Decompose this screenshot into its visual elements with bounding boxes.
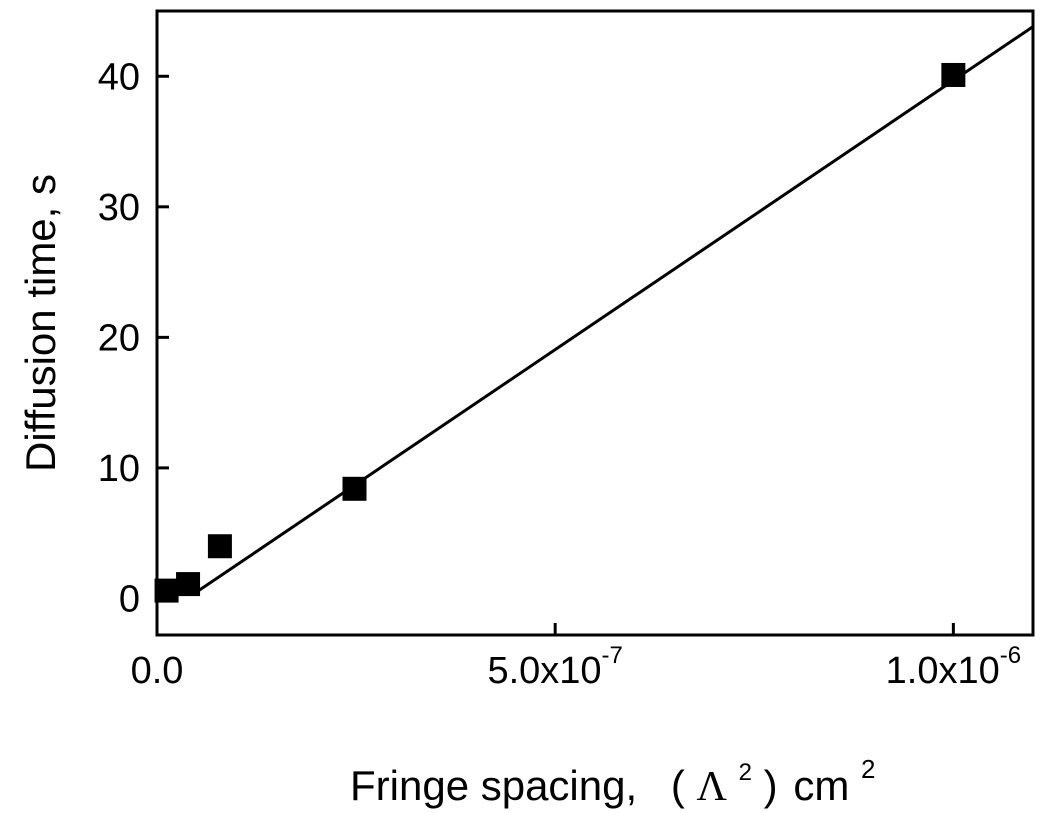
x-tick-label: 0.0 [131, 650, 184, 692]
y-tick-label: 10 [98, 448, 140, 490]
x-axis-title-unit: cm [793, 762, 849, 809]
x-axis-title-unit-sup: 2 [861, 754, 875, 784]
x-tick-base: 5.0x10 [487, 650, 601, 692]
y-tick-label: 30 [98, 187, 140, 229]
x-tick-exponent: -7 [602, 642, 623, 669]
plot-frame [155, 9, 1035, 637]
x-axis-title-prefix: Fringe spacing, [350, 762, 637, 809]
x-tick-label: 1.0x10-6 [886, 642, 1021, 692]
x-axis-title-symbol: Λ [697, 764, 728, 810]
x-axis-title-open-paren: ( [671, 762, 685, 809]
x-tick-base: 0.0 [131, 650, 184, 692]
data-point [154, 578, 179, 603]
y-ticks: 0 10 20 30 40 [98, 56, 169, 620]
x-axis-title-close-paren: ) [764, 762, 778, 809]
x-tick-label: 5.0x10-7 [487, 642, 622, 692]
x-axis-title-symbol-sup: 2 [739, 759, 752, 786]
data-point [941, 62, 966, 87]
x-ticks: 0.0 5.0x10-7 1.0x10-6 [131, 623, 1021, 692]
fit-line [191, 25, 1034, 596]
x-tick-exponent: -6 [1000, 642, 1021, 669]
data-point [207, 534, 232, 559]
y-tick-label: 20 [98, 317, 140, 359]
x-axis-title: Fringe spacing, ( Λ 2 ) cm 2 [350, 742, 875, 810]
x-tick-base: 1.0x10 [886, 650, 1000, 692]
data-point [176, 572, 201, 597]
data-point [342, 476, 367, 501]
y-tick-label: 0 [119, 578, 140, 620]
y-axis-title: Diffusion time, s [17, 174, 64, 472]
data-points-layer [154, 62, 966, 603]
fit-line-layer [191, 25, 1034, 596]
y-tick-label: 40 [98, 56, 140, 98]
